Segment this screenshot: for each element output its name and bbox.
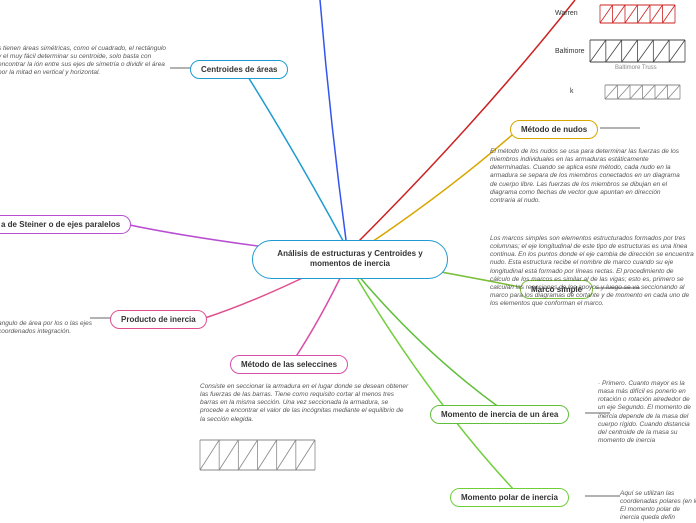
edge	[295, 268, 345, 358]
textbox-t4: Los marcos simples son elementos estruct…	[490, 235, 695, 308]
edge	[245, 72, 348, 250]
truss-tr1	[600, 5, 675, 23]
edge	[320, 0, 346, 240]
node-selecciones[interactable]: Método de las seleccines	[230, 355, 348, 374]
truss-caption: Baltimore Truss	[615, 65, 657, 71]
textbox-t3: angulo de área por los o las ejes coorde…	[0, 320, 128, 336]
textbox-t6: · Primero. Cuanto mayor es la masa más d…	[598, 380, 696, 445]
textbox-t2: El método de los nudos se usa para deter…	[490, 148, 685, 205]
textbox-t5: Consiste en seccionar la armadura en el …	[200, 383, 410, 424]
node-nudos[interactable]: Método de nudos	[510, 120, 598, 139]
truss-tr2	[590, 40, 685, 62]
node-mompolar[interactable]: Momento polar de inercia	[450, 488, 569, 507]
truss-label: k	[570, 88, 574, 95]
textbox-t1: s tienen áreas simétricas, como el cuadr…	[0, 45, 168, 78]
truss-tr4	[200, 440, 315, 470]
truss-label: Warren	[555, 10, 578, 17]
node-centroides[interactable]: Centroides de áreas	[190, 60, 288, 79]
truss-tr3	[605, 85, 680, 99]
node-steiner[interactable]: a de Steiner o de ejes paralelos	[0, 215, 131, 234]
truss-label: Baltimore	[555, 48, 585, 55]
textbox-t7: Aquí se utilizan las coordenadas polares…	[620, 490, 696, 523]
center-node[interactable]: Análisis de estructuras y Centroides y m…	[252, 240, 448, 279]
node-momarea[interactable]: Momento de inercia de un área	[430, 405, 569, 424]
